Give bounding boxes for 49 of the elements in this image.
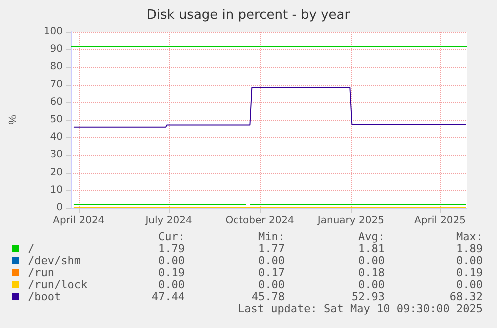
text: Max: — [456, 230, 483, 244]
text: 1.79 — [158, 242, 185, 256]
text: 0.00 — [358, 278, 385, 292]
legend-label: / — [28, 242, 35, 256]
chart-title: Disk usage in percent - by year — [146, 8, 351, 23]
legend-label: /run/lock — [28, 278, 88, 292]
y-tick-label: 90 — [50, 44, 63, 56]
x-tick-label: April 2024 — [53, 216, 105, 226]
y-tick-label: 70 — [50, 79, 63, 90]
y-tick-label: 100 — [44, 26, 63, 38]
text: 52.93 — [352, 290, 385, 304]
y-tick-label: 80 — [50, 62, 63, 73]
y-tick-label: 40 — [50, 132, 63, 144]
x-tick-label: January 2025 — [316, 216, 384, 226]
y-tick-label: 50 — [50, 114, 63, 126]
text: 0.00 — [158, 254, 185, 268]
text: 0.19 — [456, 266, 483, 280]
text: 0.00 — [456, 278, 483, 292]
text: 1.89 — [456, 242, 483, 256]
text: 1.81 — [358, 242, 385, 256]
text: 1.77 — [258, 242, 285, 256]
text: 0.00 — [358, 254, 385, 268]
text: 0.18 — [358, 266, 385, 280]
line-series — [73, 87, 467, 128]
x-tick-label: July 2024 — [144, 216, 192, 226]
y-tick-label: 10 — [50, 184, 63, 196]
legend-label: /boot — [28, 290, 62, 304]
x-tick-label: April 2025 — [414, 216, 466, 226]
y-tick-label: 20 — [50, 167, 63, 178]
text: Last update: Sat May 10 09:30:00 2025 — [238, 302, 483, 316]
text: 0.00 — [158, 278, 185, 292]
text: 68.32 — [450, 290, 483, 304]
text: 0.00 — [456, 254, 483, 268]
y-tick-label: 30 — [50, 150, 63, 161]
y-tick-label: 60 — [50, 96, 63, 108]
text: Avg: — [358, 230, 385, 244]
text: 47.44 — [152, 290, 186, 304]
legend-label: /run — [28, 266, 54, 280]
text: 45.78 — [252, 290, 285, 304]
legend-label: /dev/shm — [28, 254, 82, 268]
text: 0.00 — [258, 254, 285, 268]
text: Min: — [258, 230, 285, 244]
text: 0.17 — [258, 266, 285, 280]
y-axis-title: % — [8, 114, 20, 125]
text: Cur: — [158, 230, 185, 244]
x-tick-label: October 2024 — [226, 216, 294, 226]
text: 0.19 — [158, 266, 185, 280]
text: 0.00 — [258, 278, 285, 292]
y-tick-label: 0 — [56, 202, 63, 214]
